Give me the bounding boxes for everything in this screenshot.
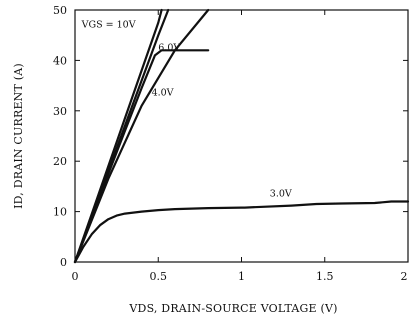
x-tick-label: 1 [238, 270, 245, 283]
x-tick-label: 2 [401, 270, 408, 283]
y-axis-title: ID, DRAIN CURRENT (A) [12, 63, 25, 209]
y-tick-label: 10 [53, 206, 67, 219]
curve-annotation: VGS = 10V [81, 20, 136, 31]
curve-annotation: 4.0V [152, 88, 174, 99]
y-tick-label: 0 [60, 256, 67, 269]
y-tick-label: 20 [53, 155, 67, 168]
y-tick-label: 50 [53, 4, 67, 17]
series-line-1 [75, 10, 162, 262]
x-tick-label: 0 [72, 270, 79, 283]
curve-annotation: 3.0V [270, 188, 292, 199]
x-tick-label: 1.5 [316, 270, 334, 283]
y-tick-label: 30 [53, 105, 67, 118]
x-axis-title: VDS, DRAIN-SOURCE VOLTAGE (V) [128, 302, 337, 315]
curve-annotation: 6.0V [158, 42, 180, 53]
series-line-3 [75, 10, 208, 262]
y-tick-label: 40 [53, 54, 67, 67]
plot-frame [75, 10, 408, 262]
series-line-4 [75, 202, 408, 263]
x-tick-label: 0.5 [150, 270, 168, 283]
